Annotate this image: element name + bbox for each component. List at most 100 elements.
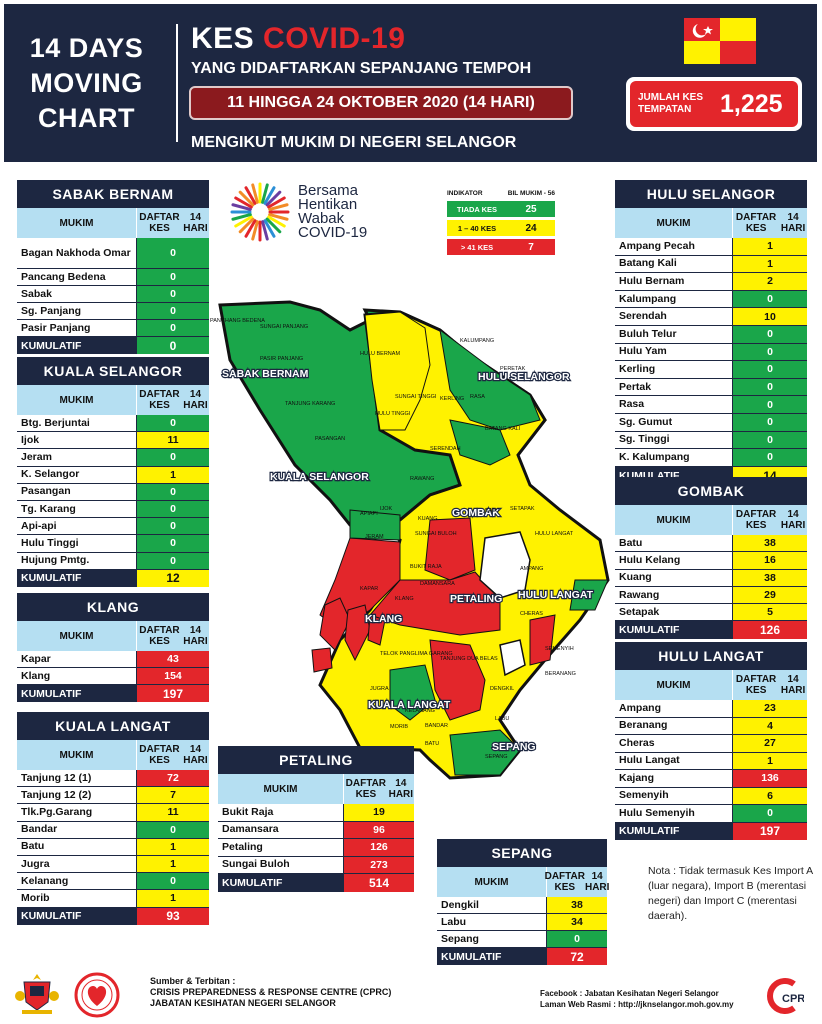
mukim-name: Sg. Panjang — [17, 303, 137, 319]
case-count: 0 — [733, 805, 807, 822]
map-mukim-label: PASANGAN — [315, 436, 345, 442]
case-count: 5 — [733, 604, 807, 621]
kumulatif-value: 514 — [344, 874, 414, 892]
kumulatif-value: 197 — [733, 822, 807, 840]
col-mukim-header: MUKIM — [615, 670, 733, 700]
facebook-link[interactable]: Facebook : Jabatan Kesihatan Negeri Sela… — [540, 989, 719, 998]
map-mukim-label: KALUMPANG — [460, 338, 494, 344]
map-mukim-label: SERENDAH — [430, 446, 461, 452]
map-mukim-label: BATANG KALI — [485, 426, 521, 432]
mukim-name: Semenyih — [615, 787, 733, 804]
col-mukim-header: MUKIM — [437, 867, 547, 897]
social-links: Facebook : Jabatan Kesihatan Negeri Sela… — [540, 988, 734, 1010]
col-daftar-header: DAFTAR KES 14 HARI — [733, 670, 807, 700]
case-count: 38 — [733, 535, 807, 552]
map-label-kuala-langat: KUALA LANGAT — [368, 699, 451, 711]
col-mukim-header: MUKIM — [17, 385, 137, 415]
selangor-flag-icon — [684, 18, 756, 64]
table-row: Rasa 0 — [615, 396, 807, 414]
jumlah-kes-box: JUMLAH KES TEMPATAN 1,225 — [626, 77, 802, 131]
table-row: Klang 154 — [17, 668, 209, 685]
table-row: Btg. Berjuntai 0 — [17, 415, 209, 433]
case-count: 11 — [137, 804, 209, 821]
mukim-name: Sg. Gumut — [615, 413, 733, 431]
kumulatif-label: KUMULATIF — [21, 339, 82, 352]
col-daftar-line1: DAFTAR KES — [139, 625, 180, 647]
mukim-name: Sepang — [437, 931, 547, 947]
case-count: 0 — [733, 378, 807, 396]
table-row: Pancang Bedena 0 — [17, 269, 209, 286]
case-count: 0 — [137, 286, 209, 302]
mukim-name: K. Kalumpang — [615, 449, 733, 466]
kumulatif-label: KUMULATIF — [619, 624, 680, 637]
kumulatif-row: KUMULATIF 12 — [17, 569, 209, 587]
col-mukim-header: MUKIM — [17, 740, 137, 770]
col-daftar-line1: DAFTAR KES — [735, 212, 777, 234]
case-count: 19 — [344, 804, 414, 821]
kumulatif-value: 0 — [137, 337, 209, 354]
table-title: KLANG — [17, 593, 209, 621]
logo-ray — [265, 190, 282, 207]
table-row: Pasangan 0 — [17, 483, 209, 501]
mukim-name: Sungai Buloh — [218, 856, 344, 873]
table-row: Jugra 1 — [17, 855, 209, 874]
table-row: Damansara 96 — [218, 821, 414, 839]
kumulatif-value: 197 — [137, 685, 209, 702]
table-row: K. Kalumpang 0 — [615, 449, 807, 467]
table-row: Api-api 0 — [17, 518, 209, 536]
table-title: PETALING — [218, 746, 414, 774]
col-daftar-line2: 14 HARI — [183, 212, 208, 234]
case-count: 27 — [733, 735, 807, 752]
map-label-sabak-bernam: SABAK BERNAM — [222, 368, 309, 380]
website-link[interactable]: Laman Web Rasmi : http://jknselangor.moh… — [540, 1000, 734, 1009]
map-mukim-label: SETAPAK — [510, 506, 535, 512]
table-header-row: MUKIM DAFTAR KES 14 HARI — [17, 385, 209, 415]
table-row: Kelanang 0 — [17, 873, 209, 891]
map-label-kuala-selangor: KUALA SELANGOR — [270, 471, 369, 483]
col-mukim-header: MUKIM — [218, 774, 344, 804]
mukim-name: Bagan Nakhoda Omar — [17, 238, 137, 268]
logo-ray — [263, 186, 276, 205]
table-row: Hulu Yam 0 — [615, 343, 807, 362]
mukim-name: Hulu Semenyih — [615, 805, 733, 822]
mukim-name: Tanjung 12 (1) — [17, 770, 137, 787]
map-mukim-label: KUANG — [418, 516, 438, 522]
mukim-name: Batu — [17, 838, 137, 855]
cprc-logo-icon: CPRC — [767, 978, 804, 1014]
table-row: Tanjung 12 (2) 7 — [17, 787, 209, 805]
kumulatif-label: KUMULATIF — [21, 572, 82, 585]
table-row: Ampang 23 — [615, 700, 807, 718]
bersama-hentikan-logo-icon — [230, 182, 290, 242]
map-mukim-label: DAMANSARA — [420, 581, 455, 587]
col-daftar-header: DAFTAR KES 14 HARI — [137, 621, 209, 651]
map-mukim-label: HULU TINGGI — [375, 411, 411, 417]
map-mukim-label: PERETAK — [500, 366, 526, 372]
map-label-sepang: SEPANG — [492, 741, 536, 753]
table-row: Bandar 0 — [17, 821, 209, 839]
case-count: 16 — [733, 552, 807, 569]
mukim-name: Tlk.Pg.Garang — [17, 804, 137, 821]
logo-ray — [234, 215, 253, 228]
table-header-row: MUKIM DAFTAR KES 14 HARI — [17, 621, 209, 651]
col-daftar-header: DAFTAR KES 14 HARI — [137, 740, 209, 770]
table-header-row: MUKIM DAFTAR KES 14 HARI — [615, 208, 807, 238]
map-putrajaya — [499, 639, 526, 677]
map-mukim-label: JERAM — [365, 534, 384, 540]
source-credits: Sumber & Terbitan : CRISIS PREPAREDNESS … — [150, 976, 391, 1009]
mukim-name: Rasa — [615, 396, 733, 413]
case-count: 0 — [733, 290, 807, 308]
campaign-logo-text: Bersama Hentikan Wabak COVID-19 — [298, 183, 367, 240]
table-row: Sepang 0 — [437, 931, 607, 948]
title-line-2: MOVING — [30, 67, 143, 98]
map-island-3 — [367, 614, 386, 646]
mukim-name: Jeram — [17, 449, 137, 466]
kumulatif-value: 93 — [137, 907, 209, 925]
indikator-label: TIADA KES — [447, 201, 507, 217]
table-hulu-langat: HULU LANGAT MUKIM DAFTAR KES 14 HARI Ampang 2… — [615, 642, 807, 840]
table-sabak-bernam: SABAK BERNAM MUKIM DAFTAR KES 14 HARI Bagan … — [17, 180, 209, 354]
map-mukim-label: IJOK — [380, 506, 393, 512]
table-row: Hulu Tinggi 0 — [17, 535, 209, 553]
case-count: 0 — [137, 518, 209, 535]
col-daftar-line2: 14 HARI — [584, 871, 610, 893]
logo-ray — [234, 196, 253, 209]
